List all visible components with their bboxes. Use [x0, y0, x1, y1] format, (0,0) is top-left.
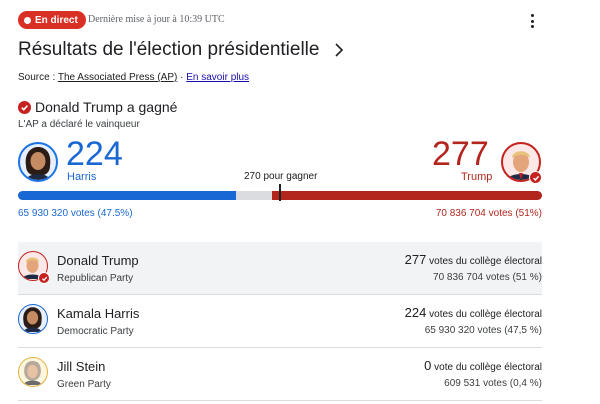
- candidate-name: Kamala Harris: [57, 306, 140, 321]
- source-line: Source : The Associated Press (AP) · En …: [18, 72, 249, 83]
- candidate-row-stein[interactable]: Jill Stein Green Party 0 vote du collège…: [18, 348, 542, 401]
- live-label: En direct: [35, 14, 78, 26]
- candidate-ev-label: votes du collège électoral: [426, 256, 542, 267]
- trump-electoral-votes: 277: [432, 135, 489, 173]
- live-badge: En direct: [18, 11, 86, 29]
- learn-more-link[interactable]: En savoir plus: [186, 72, 250, 83]
- candidate-party: Republican Party: [57, 273, 134, 284]
- candidate-popular-vote: 70 836 704 votes (51 %): [433, 272, 542, 283]
- stein-avatar: [18, 357, 48, 387]
- winner-check-icon: [38, 272, 50, 284]
- candidate-ev-label: votes du collège électoral: [426, 309, 542, 320]
- candidate-list: Donald Trump Republican Party 277 votes …: [18, 242, 542, 401]
- candidate-name: Donald Trump: [57, 253, 139, 268]
- candidate-row-trump[interactable]: Donald Trump Republican Party 277 votes …: [18, 242, 542, 295]
- candidate-party: Democratic Party: [57, 326, 134, 337]
- last-updated-text: Dernière mise à jour à 10:39 UTC: [88, 14, 225, 25]
- harris-popular-vote: 65 930 320 votes (47.5%): [18, 208, 133, 219]
- source-link[interactable]: The Associated Press (AP): [57, 72, 178, 83]
- winner-subline: L'AP a déclaré le vainqueur: [18, 119, 140, 130]
- page-title: Résultats de l'élection présidentielle: [18, 39, 320, 60]
- candidate-ev-count: 277: [404, 252, 427, 267]
- candidate-electoral-votes: 277 votes du collège électoral: [405, 252, 542, 267]
- trump-name-label: Trump: [461, 171, 493, 183]
- candidate-party: Green Party: [57, 379, 111, 390]
- candidate-ev-count: 0: [424, 358, 432, 373]
- trump-bar-segment: [272, 191, 542, 200]
- candidate-row-harris[interactable]: Kamala Harris Democratic Party 224 votes…: [18, 295, 542, 348]
- win-threshold-marker: [279, 184, 281, 201]
- more-vert-icon-dot: [530, 19, 534, 23]
- more-options-button[interactable]: [526, 12, 538, 30]
- chevron-right-icon: [335, 43, 344, 57]
- more-vert-icon-dot: [530, 25, 534, 28]
- harris-electoral-votes: 224: [66, 135, 123, 173]
- more-vert-icon: [530, 14, 534, 17]
- winner-check-icon: [529, 171, 542, 184]
- live-dot-icon: [24, 16, 31, 24]
- candidate-name: Jill Stein: [57, 359, 106, 374]
- harris-avatar: [18, 142, 58, 182]
- harris-bar-segment: [18, 191, 237, 200]
- trump-popular-vote: 70 836 704 votes (51%): [435, 208, 542, 219]
- to-win-label: 270 pour gagner: [244, 171, 318, 182]
- source-separator: ·: [177, 72, 187, 83]
- candidate-electoral-votes: 0 vote du collège électoral: [424, 358, 542, 373]
- harris-name-label: Harris: [67, 171, 97, 183]
- trump-avatar: [501, 142, 541, 182]
- check-circle-icon: [18, 100, 31, 114]
- candidate-popular-vote: 609 531 votes (0,4 %): [444, 378, 542, 389]
- winner-headline: Donald Trump a gagné: [35, 99, 178, 115]
- candidate-popular-vote: 65 930 320 votes (47,5 %): [424, 325, 542, 336]
- winner-headline-row: Donald Trump a gagné: [18, 99, 177, 115]
- candidate-ev-count: 224: [404, 305, 427, 320]
- source-prefix: Source :: [18, 72, 58, 83]
- candidate-electoral-votes: 224 votes du collège électoral: [405, 305, 542, 320]
- candidate-ev-label: vote du collège électoral: [431, 362, 542, 373]
- results-title-link[interactable]: Résultats de l'élection présidentielle: [18, 39, 345, 61]
- harris-avatar: [18, 304, 48, 334]
